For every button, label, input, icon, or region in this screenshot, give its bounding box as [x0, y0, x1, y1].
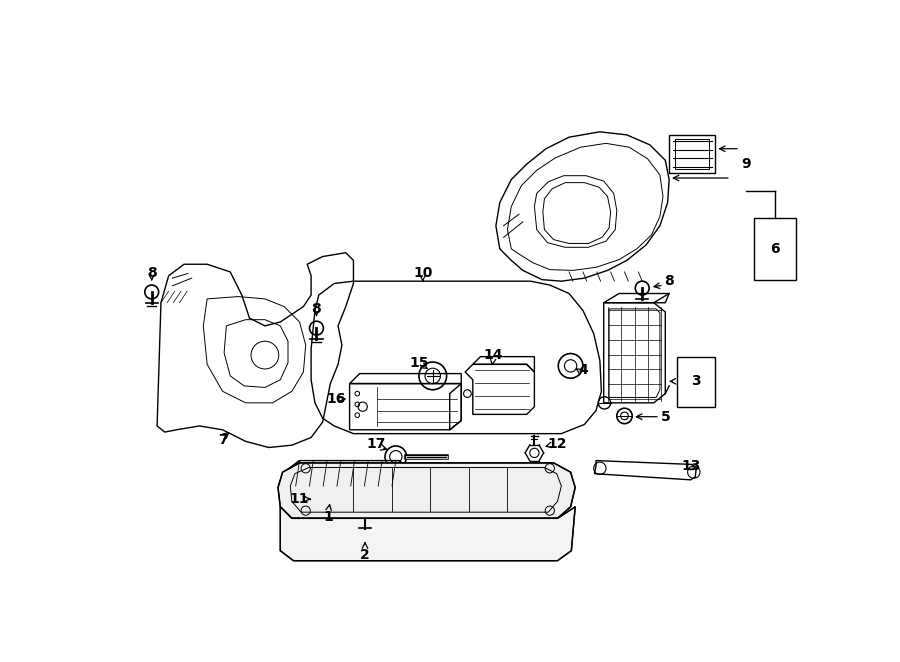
Text: 15: 15	[410, 355, 428, 370]
Text: 1: 1	[324, 510, 334, 524]
Text: 8: 8	[147, 267, 157, 281]
Text: 3: 3	[691, 374, 701, 389]
Text: 12: 12	[548, 437, 567, 451]
Text: 14: 14	[484, 348, 503, 362]
Text: 4: 4	[578, 363, 588, 377]
Text: 11: 11	[290, 492, 310, 506]
Text: 10: 10	[413, 267, 432, 281]
Text: 8: 8	[311, 302, 321, 316]
Text: 9: 9	[742, 157, 751, 171]
Text: 13: 13	[681, 459, 700, 473]
Text: 5: 5	[661, 410, 670, 424]
Text: 17: 17	[367, 437, 386, 451]
Polygon shape	[278, 463, 575, 518]
Text: 16: 16	[327, 392, 346, 406]
Text: 7: 7	[218, 433, 228, 447]
Polygon shape	[280, 507, 575, 561]
Text: 8: 8	[664, 274, 674, 288]
Text: 2: 2	[360, 547, 370, 561]
Text: 6: 6	[770, 242, 780, 256]
